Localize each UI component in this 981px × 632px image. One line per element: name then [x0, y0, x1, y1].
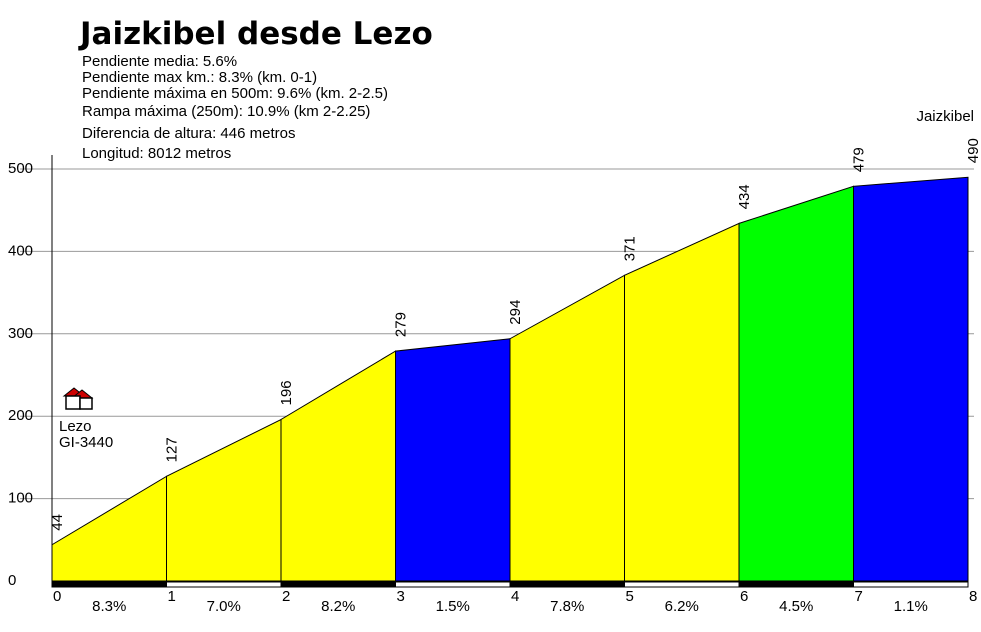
segment	[738, 185, 854, 582]
x-tick-label: 0	[53, 588, 61, 605]
y-tick-label: 500	[8, 160, 33, 177]
segment-gradient-label: 1.5%	[436, 598, 470, 615]
km-bar-segment	[624, 581, 740, 588]
y-tick-label: 300	[8, 325, 33, 342]
segment-gradient-label: 1.1%	[894, 598, 928, 615]
elevation-label: 127	[164, 437, 181, 462]
house-wall	[79, 397, 93, 410]
elevation-label: 294	[507, 300, 524, 325]
x-tick-label: 8	[969, 588, 977, 605]
x-tick-label: 6	[740, 588, 748, 605]
chart-title: Jaizkibel desde Lezo	[78, 16, 433, 52]
y-tick-label: 0	[8, 572, 16, 589]
x-tick-label: 4	[511, 588, 519, 605]
segments	[51, 155, 969, 582]
x-tick-label: 3	[397, 588, 405, 605]
segment-gradient-label: 8.2%	[321, 598, 355, 615]
stat-line: Pendiente media: 5.6%	[82, 53, 237, 70]
y-axis: 0 100 200 300 400 500	[8, 160, 33, 589]
elevation-label: 279	[393, 312, 410, 337]
elevation-label: 371	[622, 236, 639, 261]
x-tick-label: 1	[168, 588, 176, 605]
y-tick-label: 400	[8, 242, 33, 259]
segment-gradient-label: 8.3%	[92, 598, 126, 615]
elevation-label: 196	[278, 380, 295, 405]
elevation-label: 479	[851, 147, 868, 172]
gradient-labels: 8.3% 7.0% 8.2% 1.5% 7.8% 6.2% 4.5% 1.1%	[92, 598, 928, 615]
stat-line: Pendiente max km.: 8.3% (km. 0-1)	[82, 69, 317, 86]
km-bar-segment	[166, 581, 282, 588]
start-place-name: Lezo	[59, 418, 92, 435]
km-bar-segment	[853, 581, 969, 588]
segment	[395, 338, 511, 582]
segment-gradient-label: 6.2%	[665, 598, 699, 615]
segment	[280, 350, 396, 582]
segment	[853, 176, 969, 582]
stats-block: Pendiente media: 5.6%Pendiente max km.: …	[82, 53, 388, 162]
stat-line: Pendiente máxima en 500m: 9.6% (km. 2-2.…	[82, 85, 388, 102]
km-bar-segment	[395, 581, 511, 588]
x-tick-label: 7	[855, 588, 863, 605]
km-bar-segment	[738, 581, 854, 588]
stat-line: Rampa máxima (250m): 10.9% (km 2-2.25)	[82, 103, 370, 120]
y-tick-label: 100	[8, 490, 33, 507]
segment-gradient-label: 7.8%	[550, 598, 584, 615]
y-tick-label: 200	[8, 407, 33, 424]
km-bar	[51, 581, 969, 588]
km-bar-segment	[509, 581, 625, 588]
x-tick-label: 2	[282, 588, 290, 605]
elevation-labels: 44 127 196 279 294 371 434 479 490	[49, 138, 981, 531]
segment	[51, 475, 167, 582]
stat-line: Diferencia de altura: 446 metros	[82, 125, 295, 142]
segment	[624, 222, 740, 582]
segment-gradient-label: 4.5%	[779, 598, 813, 615]
segment	[509, 274, 625, 582]
elevation-label: 490	[965, 138, 981, 163]
segment	[166, 418, 282, 582]
elevation-label: 434	[736, 184, 753, 209]
elevation-label: 44	[49, 514, 66, 531]
end-place-name: Jaizkibel	[916, 108, 974, 125]
x-axis: 0 1 2 3 4 5 6 7 8	[53, 588, 977, 605]
stat-line: Longitud: 8012 metros	[82, 145, 231, 162]
house-wall	[65, 395, 81, 410]
house-icon	[62, 387, 94, 410]
x-tick-label: 5	[626, 588, 634, 605]
start-place-road: GI-3440	[59, 434, 113, 451]
km-bar-segment	[51, 581, 167, 588]
segment-gradient-label: 7.0%	[207, 598, 241, 615]
km-bar-segment	[280, 581, 396, 588]
